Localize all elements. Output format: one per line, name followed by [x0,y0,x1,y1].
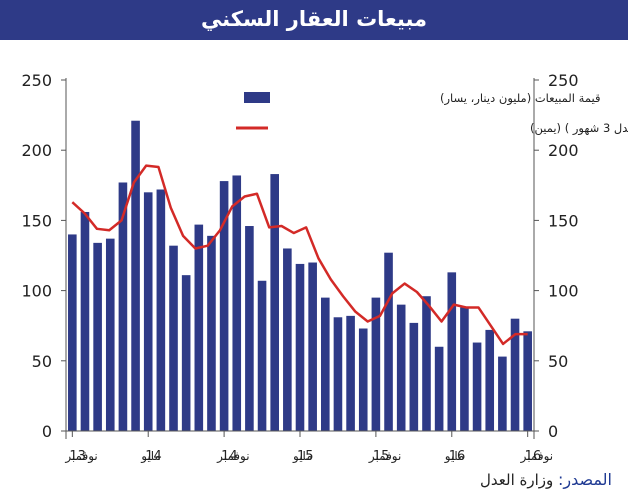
x-tick-label-year: 16 [525,449,542,464]
bar [194,224,204,431]
bar [510,318,520,431]
bar [346,315,355,431]
bar [321,297,330,431]
legend: قيمة المبيعات (مليون دينار، يسار) قيمة ا… [236,91,628,136]
chart-title: مبيعات العقار السكني [0,0,628,40]
legend-line-label: قيمة المبيعات (مليون دينار، معدل 3 شهور … [530,121,628,136]
x-tick-label-month: مايو [444,449,465,464]
left-y-tick-label: 200 [21,141,52,160]
three-month-average-line [71,164,528,346]
bar [396,304,406,431]
x-tick-label-year: 14 [145,449,162,464]
bar [308,262,317,431]
x-tick-label-month: مايو [292,449,313,464]
bar [384,252,393,431]
right-y-tick-label: 50 [548,352,568,371]
right-y-tick-label: 0 [548,422,558,441]
x-tick-label-year: 14 [221,449,238,464]
bar [232,175,242,431]
left-y-tick-label: 250 [21,71,52,90]
bar [523,331,532,431]
bar [434,346,444,431]
left-y-tick-label: 0 [42,422,52,441]
legend-bar-label: قيمة المبيعات (مليون دينار، يسار) [440,91,600,106]
bar [245,226,254,431]
bar [80,211,90,431]
x-tick-label-month: نوفمبر [64,449,97,464]
source-note: المصدر: وزارة العدل [480,470,612,489]
bar [283,248,292,431]
right-y-tick-label: 150 [548,211,579,230]
x-tick-label-month: نوفمبر [368,449,401,464]
right-y-tick-label: 200 [548,141,579,160]
bar [333,317,343,431]
bar [169,245,178,431]
bar [409,322,419,431]
source-label: المصدر: [558,470,612,489]
x-tick-label-month: نوفمبر [520,449,553,464]
source-value: وزارة العدل [479,471,559,489]
bar-series [68,120,532,431]
bar [118,182,128,431]
right-y-axis: 0 50 100 150 200 250 [548,71,579,441]
bar [207,235,216,431]
bar [472,342,482,431]
right-y-tick-label: 100 [548,282,579,301]
left-y-tick-label: 100 [21,282,52,301]
bar [295,263,305,431]
bar [460,307,469,431]
right-y-tick-label: 250 [548,71,579,90]
x-tick-label-year: 16 [449,449,466,464]
bar [156,189,166,431]
bar [219,181,229,431]
left-y-tick-label: 150 [21,211,52,230]
bar [358,328,368,431]
x-tick-label-year: 13 [69,449,86,464]
bar [270,174,279,431]
bar [257,280,267,431]
bar [485,329,495,431]
bar [371,297,381,431]
x-tick-label-month: نوفمبر [216,449,249,464]
bar [447,272,457,431]
bar [143,192,153,431]
bar [131,120,140,431]
bar [68,234,77,431]
line-series [71,164,528,346]
x-tick-label-year: 15 [373,449,390,464]
left-y-tick-label: 50 [32,352,52,371]
x-tick-label-month: مايو [140,449,161,464]
bar [498,356,507,431]
legend-bar-swatch [244,92,270,103]
bar [181,275,191,431]
left-y-axis: 0 50 100 150 200 250 [21,71,52,441]
bar [105,238,115,431]
x-tick-label-year: 15 [297,449,314,464]
bar [93,242,102,431]
bar [422,296,431,431]
